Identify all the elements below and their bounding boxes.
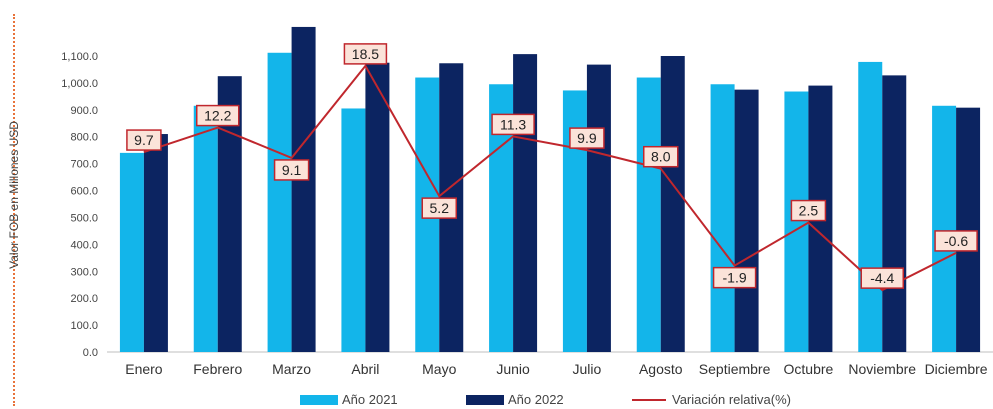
variation-label-box — [273, 159, 310, 181]
bar-2022 — [365, 62, 390, 353]
bar-2021 — [710, 84, 735, 352]
y-tick-label: 900.0 — [70, 105, 98, 117]
variation-label: 8.0 — [651, 149, 671, 165]
left-dotted-border — [13, 14, 15, 406]
bar-2022 — [513, 54, 538, 352]
y-tick-label: 1,000.0 — [61, 78, 98, 90]
x-tick-label: Enero — [125, 361, 163, 377]
legend-label-2022: Año 2022 — [508, 392, 564, 407]
y-tick-label: 0.0 — [83, 347, 98, 359]
legend-swatch-2021 — [300, 394, 338, 405]
y-tick-label: 100.0 — [70, 320, 98, 332]
x-tick-label: Octubre — [784, 361, 834, 377]
variation-label: 9.7 — [134, 132, 154, 148]
variation-label-box — [491, 113, 535, 136]
legend-swatch-2022 — [466, 394, 504, 405]
x-tick-label: Julio — [573, 361, 602, 377]
bar-line-chart: 0.0 100.0 200.0 300.0 400.0 500.0 600.0 700.0 80… — [61, 26, 993, 377]
bar-2021 — [119, 152, 144, 352]
variation-label-box — [569, 127, 605, 149]
bar-2021 — [193, 105, 218, 352]
legend-item-variation: Variación relativa(%) — [632, 392, 791, 407]
y-tick-label: 700.0 — [70, 159, 98, 171]
variation-label-box — [790, 199, 827, 222]
bar-2021 — [858, 61, 883, 353]
x-tick-label: Septiembre — [699, 361, 771, 377]
legend-item-2021: Año 2021 — [300, 392, 398, 407]
x-tick-label: Abril — [351, 361, 379, 377]
bar-2022 — [882, 75, 907, 352]
variation-label-box — [421, 197, 457, 219]
x-tick-label: Marzo — [272, 361, 311, 377]
variation-label-box — [934, 230, 978, 252]
variation-label-box — [343, 43, 388, 65]
legend-item-2022: Año 2022 — [466, 392, 564, 407]
y-tick-label: 400.0 — [70, 239, 98, 251]
variation-label-box — [643, 145, 679, 168]
bar-2021 — [784, 91, 809, 353]
variation-label: 2.5 — [799, 203, 819, 219]
y-tick-label: 800.0 — [70, 132, 98, 144]
legend-label-variation: Variación relativa(%) — [672, 392, 791, 407]
bar-2022 — [956, 107, 981, 352]
y-tick-label: 500.0 — [70, 212, 98, 224]
bar-2022 — [734, 89, 759, 353]
x-tick-label: Noviembre — [848, 361, 916, 377]
variation-label: 9.1 — [282, 162, 302, 178]
bar-2022 — [143, 134, 168, 352]
x-tick-label: Diciembre — [925, 361, 988, 377]
bar-2021 — [267, 52, 292, 353]
variation-line — [143, 64, 957, 292]
variation-label: 5.2 — [430, 200, 450, 216]
variation-label: -1.9 — [723, 270, 747, 286]
bar-2022 — [586, 64, 611, 353]
legend: Año 2021 Año 2022 Variación relativa(%) — [0, 392, 993, 408]
bar-2021 — [636, 77, 661, 352]
x-tick-label: Mayo — [422, 361, 456, 377]
variation-label: 9.9 — [577, 130, 597, 146]
y-tick-label: 600.0 — [70, 186, 98, 198]
variation-label-box — [712, 266, 757, 289]
variation-label: -0.6 — [944, 233, 968, 249]
variation-label: 18.5 — [352, 46, 379, 62]
variation-label-box — [196, 104, 240, 127]
bar-2022 — [291, 26, 316, 353]
variation-label: -4.4 — [870, 270, 894, 286]
bar-2021 — [932, 105, 957, 352]
x-tick-label: Febrero — [193, 361, 242, 377]
variation-label-box — [860, 267, 904, 289]
y-tick-label: 1,100.0 — [61, 51, 98, 63]
variation-label-box — [126, 129, 162, 151]
y-tick-label: 300.0 — [70, 266, 98, 278]
bar-2021 — [341, 108, 366, 353]
legend-label-2021: Año 2021 — [342, 392, 398, 407]
legend-swatch-variation — [632, 398, 666, 401]
bar-2022 — [660, 56, 685, 352]
variation-label: 12.2 — [204, 108, 231, 124]
x-tick-label: Agosto — [639, 361, 683, 377]
variation-label: 11.3 — [500, 116, 526, 132]
y-tick-label: 200.0 — [70, 293, 98, 305]
x-tick-label: Junio — [496, 361, 530, 377]
